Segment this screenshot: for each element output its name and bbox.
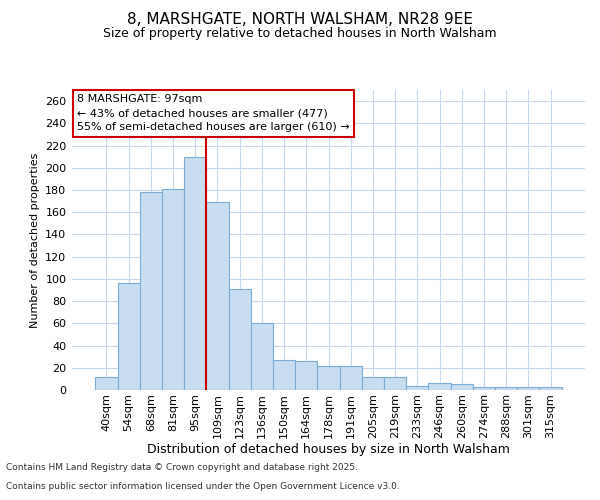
Bar (495, 386, 517, 390)
Text: 8 MARSHGATE: 97sqm
← 43% of detached houses are smaller (477)
55% of semi-detach: 8 MARSHGATE: 97sqm ← 43% of detached hou… (77, 94, 350, 132)
Bar (140, 192, 162, 390)
Bar (273, 360, 295, 390)
Bar (206, 202, 229, 390)
Text: Contains HM Land Registry data © Crown copyright and database right 2025.: Contains HM Land Registry data © Crown c… (6, 464, 358, 472)
Bar (251, 324, 273, 390)
Bar (340, 366, 362, 390)
Bar (428, 384, 451, 390)
Text: Contains public sector information licensed under the Open Government Licence v3: Contains public sector information licen… (6, 482, 400, 491)
X-axis label: Distribution of detached houses by size in North Walsham: Distribution of detached houses by size … (147, 444, 510, 456)
Bar (229, 289, 251, 390)
Bar (539, 386, 562, 390)
Text: 8, MARSHGATE, NORTH WALSHAM, NR28 9EE: 8, MARSHGATE, NORTH WALSHAM, NR28 9EE (127, 12, 473, 28)
Text: Size of property relative to detached houses in North Walsham: Size of property relative to detached ho… (103, 28, 497, 40)
Bar (317, 366, 340, 390)
Bar (118, 284, 140, 390)
Bar (362, 376, 384, 390)
Bar (162, 189, 184, 390)
Bar (451, 384, 473, 390)
Bar (384, 376, 406, 390)
Bar (95, 376, 118, 390)
Bar (406, 386, 428, 390)
Bar (184, 156, 206, 390)
Bar (473, 386, 495, 390)
Bar (517, 386, 539, 390)
Y-axis label: Number of detached properties: Number of detached properties (29, 152, 40, 328)
Bar (295, 361, 317, 390)
